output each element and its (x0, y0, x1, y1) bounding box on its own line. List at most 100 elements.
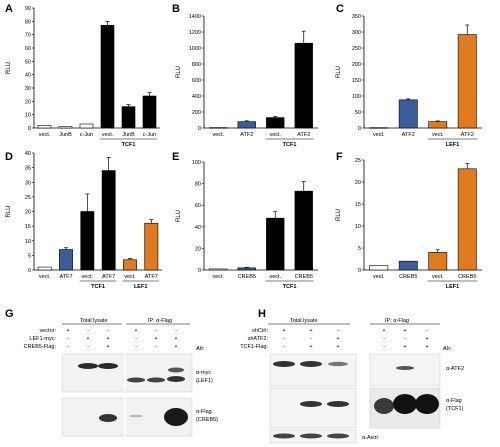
chart-b-ytick-label: 0 (198, 126, 201, 132)
chart-d-ytick-label: 35 (25, 166, 31, 172)
blot-g-signs: + - - + - - - + + - + + - - + - - + (66, 328, 177, 350)
blot-h-signs-sign: - (310, 336, 312, 342)
chart-e-ytick-label: 40 (195, 225, 201, 231)
chart-b-ytick-label: 1200 (189, 30, 201, 36)
blot-h-signs-sign: - (383, 344, 385, 350)
chart-f-ytick-label: 0 (358, 268, 361, 274)
chart-f-bar (398, 260, 418, 271)
blot-g-band-flag-ip-lane1 (129, 414, 143, 418)
blot-h-signs-sign: - (404, 336, 406, 342)
chart-d-ytick-label: 25 (25, 195, 31, 201)
blot-g-signs-sign: + (86, 336, 89, 342)
chart-d-bar (123, 259, 137, 271)
chart-c-ytick-label: 300 (352, 30, 361, 36)
blot-h-signs-sign: + (309, 328, 312, 334)
chart-a-ytick-label: 10 (25, 113, 31, 119)
panel-letter-a: A (5, 3, 13, 15)
blot-g-signs-sign: - (155, 344, 157, 350)
panel-letter-f: F (336, 151, 343, 163)
blot-h-signs-sign: - (383, 336, 385, 342)
panel-letter-g: G (5, 308, 14, 320)
chart-f-ytick-label: 5 (358, 246, 361, 252)
blot-h-signs-sign: + (403, 328, 406, 334)
blot-g-band-label-myc: α-myc (196, 370, 211, 376)
chart-e-category-label: CREB5 (238, 274, 256, 280)
chart-d-bar (144, 222, 159, 271)
blot-h-band-atf2-lane1 (273, 361, 295, 367)
chart-f-bar (457, 168, 477, 271)
blot-h-band-atf2-lane3 (328, 361, 348, 367)
chart-a-category-label: c-Jun (143, 132, 156, 138)
chart-e-category-label: vect. (269, 274, 281, 280)
chart-a-ytick-label: 30 (25, 86, 31, 92)
blot-g-signs-sign: + (174, 344, 177, 350)
chart-c-ytick-label: 0 (358, 126, 361, 132)
chart-b: 0 200 400 600 800 1000 1200 1400 RLU vect. ATF2 vec… (176, 14, 318, 148)
chart-e: 0 20 40 60 80 100 RLU vect. CREB5 vect. CREB5 TCF1 (176, 160, 318, 290)
chart-a-ytick-label: 90 (25, 6, 31, 12)
chart-a-bar (79, 123, 94, 129)
chart-a-ytick-label: 50 (25, 59, 31, 65)
chart-a-category-label: vect. (39, 132, 51, 138)
chart-b-category-label: ATF2 (240, 132, 253, 138)
blot-h-band-flag-ip-lane1 (374, 398, 394, 414)
chart-d-category-label: ATF7 (102, 274, 115, 280)
chart-b-ytick-label: 1400 (189, 14, 201, 20)
chart-a-bar (37, 125, 52, 129)
blot-g-row-label-1: LEF1-myc: (29, 336, 56, 342)
blot-h-signs-sign: + (425, 336, 428, 342)
panel-letter-h: H (258, 308, 266, 320)
blot-h-band-flag-ip-lane3 (415, 394, 439, 414)
blot-h-band-atf2-lane2 (300, 361, 322, 367)
blot-h-band-axin-lane2 (300, 433, 322, 439)
blot-g-signs-sign: - (67, 344, 69, 350)
blot-g-signs-sign: - (67, 336, 69, 342)
chart-d-ytick-label: 30 (25, 180, 31, 186)
blot-h-header-ip: IP: α-Flag (385, 318, 409, 324)
chart-f-bar (369, 265, 389, 271)
blot-h-band-atf2-ip-lane2 (396, 366, 414, 370)
chart-a-group-label: TCF1 (122, 142, 136, 148)
chart-e-bar (209, 268, 228, 271)
blot-h-band-flag-lane3 (327, 401, 349, 407)
chart-d-bar (80, 211, 95, 271)
chart-a-bar (58, 126, 73, 129)
chart-f-ytick-label: 10 (355, 224, 361, 230)
blot-g-signs-sign: + (134, 328, 137, 334)
chart-d-category-label: vect. (39, 274, 51, 280)
blot-g-ab-label: Ab: (195, 346, 205, 352)
blot-h-signs-sign: + (425, 344, 428, 350)
chart-a-bar (142, 95, 157, 129)
blot-g-band-label-lef1: (LEF1) (196, 378, 213, 384)
chart-d: 0 5 10 15 20 25 30 35 40 RLU vect. ATF7 vect. ATF7 vec… (6, 151, 162, 290)
chart-d-ytick-label: 15 (25, 224, 31, 230)
blot-h-signs-sign: - (283, 344, 285, 350)
chart-e-bar (294, 190, 313, 271)
blot-h-membrane-atf2-total (269, 353, 357, 387)
chart-a-category-label: JunB (122, 132, 135, 138)
chart-d-group-label: TCF1 (91, 284, 105, 290)
chart-d-bar (37, 266, 52, 271)
chart-e-ytick-label: 60 (195, 203, 201, 209)
chart-f-category-label: vect. (373, 274, 385, 280)
chart-d-category-label: vect. (82, 274, 94, 280)
western-blot-g: Total lysate IP: α-Flag vector: LEF1-myc… (24, 318, 218, 437)
blot-g-signs-sign: - (87, 328, 89, 334)
blot-g-signs-sign: - (87, 344, 89, 350)
chart-e-ytick-label: 100 (192, 160, 201, 166)
chart-d-ytick-label: 5 (28, 253, 31, 259)
chart-c: 0 50 100 150 200 250 300 350 RLU vect. ATF2 vect. AT… (336, 14, 482, 148)
blot-g-signs-sign: + (106, 344, 109, 350)
chart-f-ylabel: RLU (336, 209, 342, 221)
chart-f-category-label: vect. (432, 274, 444, 280)
chart-c-bar (398, 99, 418, 129)
chart-b-bar (209, 127, 228, 129)
chart-d-ytick-label: 10 (25, 239, 31, 245)
western-blot-h: Total lysate IP: α-Flag shCtrl: shATF2: … (240, 318, 464, 444)
blot-g-band-myc-lane3 (98, 363, 118, 369)
chart-c-ytick-label: 250 (352, 46, 361, 52)
blot-h-row-label-1: shATF2: (248, 336, 269, 342)
chart-a-category-label: JunB (59, 132, 72, 138)
chart-f-ytick-label: 25 (355, 158, 361, 164)
